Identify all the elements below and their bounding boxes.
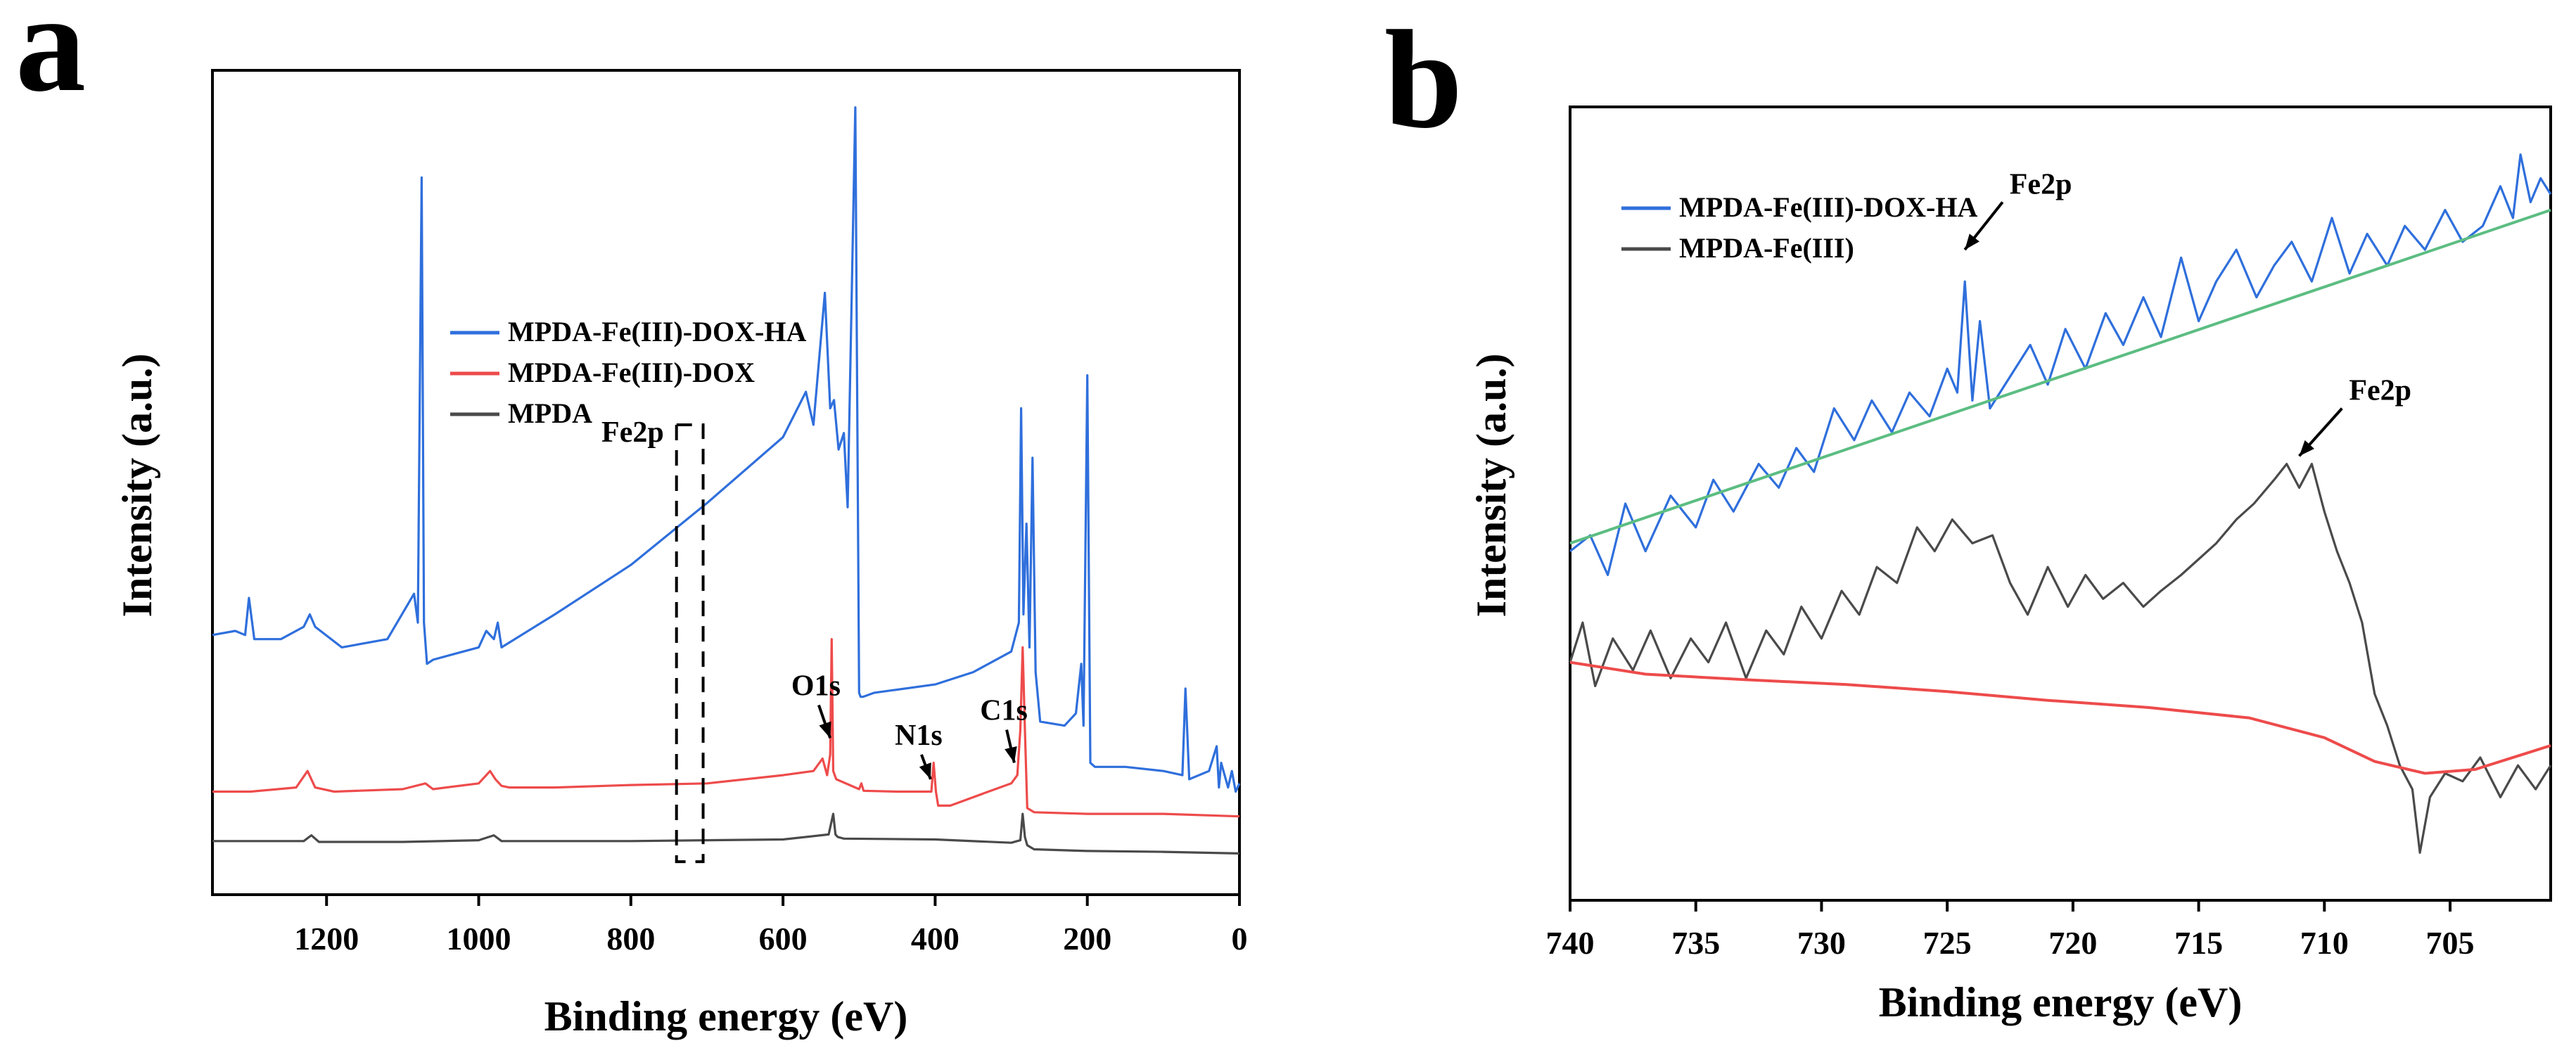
a-legend-label: MPDA-Fe(III)-DOX <box>508 357 755 388</box>
a-x-tick-label: 400 <box>911 921 959 957</box>
panel-label-b: b <box>1384 2 1462 158</box>
legend-a: MPDA-Fe(III)-DOX-HA MPDA-Fe(III)-DOX MPDA <box>450 316 806 429</box>
panel-b: b 740 735 730 725 720 715 710 705 Fe2p Fe2p Bind… <box>1384 2 2552 1025</box>
y-axis-title-a: Intensity (a.u.) <box>114 353 160 617</box>
b-legend-label: MPDA-Fe(III) <box>1679 232 1854 264</box>
x-axis-title-b: Binding energy (eV) <box>1879 979 2243 1025</box>
n1s-arrow-head <box>919 762 931 779</box>
panel-a: a 1200 1000 800 600 400 200 0 Fe2p O1s N1s C1s Bi… <box>15 0 1248 1040</box>
b-x-tick-label: 740 <box>1546 925 1595 961</box>
b-x-tick-label: 705 <box>2426 925 2475 961</box>
b-x-tick-label: 725 <box>1923 925 1972 961</box>
panel-label-a: a <box>15 0 86 121</box>
y-axis-title-b: Intensity (a.u.) <box>1468 353 1515 617</box>
a-x-tick-label: 200 <box>1063 921 1111 957</box>
a-x-tick-label: 600 <box>759 921 808 957</box>
annotations-a: Fe2p O1s N1s C1s <box>601 416 1028 864</box>
b-series-baseline-dox-ha <box>1569 208 2551 545</box>
c1s-label: C1s <box>980 695 1028 727</box>
a-x-tick-label: 0 <box>1232 921 1248 957</box>
b-series-baseline-fe-iii <box>1569 660 2551 775</box>
b-x-tick-label: 735 <box>1671 925 1720 961</box>
fe2p-dashed-box <box>675 423 705 864</box>
series-group-b <box>1569 153 2552 854</box>
c1s-arrow-head <box>1005 746 1017 763</box>
plot-frame-a <box>211 69 1241 896</box>
annotations-b: Fe2p Fe2p <box>1963 168 2411 457</box>
a-legend-label: MPDA-Fe(III)-DOX-HA <box>508 316 806 347</box>
b-x-tick-label: 730 <box>1797 925 1846 961</box>
o1s-arrow-head <box>819 721 831 739</box>
fe2p-label-2: Fe2p <box>2349 375 2411 407</box>
a-x-tick-label: 800 <box>606 921 655 957</box>
fe2p-label-1: Fe2p <box>2010 168 2072 200</box>
fe2p-1-arrow-head <box>1965 234 1979 250</box>
n1s-label: N1s <box>895 720 943 752</box>
x-axis-ticks-a: 1200 1000 800 600 400 200 0 <box>294 895 1248 957</box>
x-axis-title-a: Binding energy (eV) <box>544 993 908 1040</box>
o1s-label: O1s <box>791 670 841 702</box>
a-series-mpda-fe-iii-dox-ha <box>212 106 1241 793</box>
legend-b: MPDA-Fe(III)-DOX-HA MPDA-Fe(III) <box>1621 191 1977 264</box>
a-legend-label: MPDA <box>508 397 592 429</box>
b-series-mpda-fe-iii <box>1569 462 2552 854</box>
b-series-mpda-fe-iii-dox-ha <box>1569 153 2552 577</box>
plot-frame-b <box>1569 106 2552 902</box>
a-series-mpda-fe-iii-dox <box>212 638 1240 818</box>
a-x-tick-label: 1000 <box>447 921 511 957</box>
b-x-tick-label: 710 <box>2300 925 2349 961</box>
a-x-tick-label: 1200 <box>294 921 359 957</box>
series-group-a <box>212 106 1241 855</box>
x-axis-ticks-b: 740 735 730 725 720 715 710 705 <box>1546 900 2475 961</box>
b-legend-label: MPDA-Fe(III)-DOX-HA <box>1679 191 1977 223</box>
fe2p-2-arrow-head <box>2299 440 2314 456</box>
b-x-tick-label: 720 <box>2048 925 2097 961</box>
fe2p-label: Fe2p <box>601 416 664 449</box>
a-series-mpda <box>212 812 1240 855</box>
b-x-tick-label: 715 <box>2174 925 2223 961</box>
